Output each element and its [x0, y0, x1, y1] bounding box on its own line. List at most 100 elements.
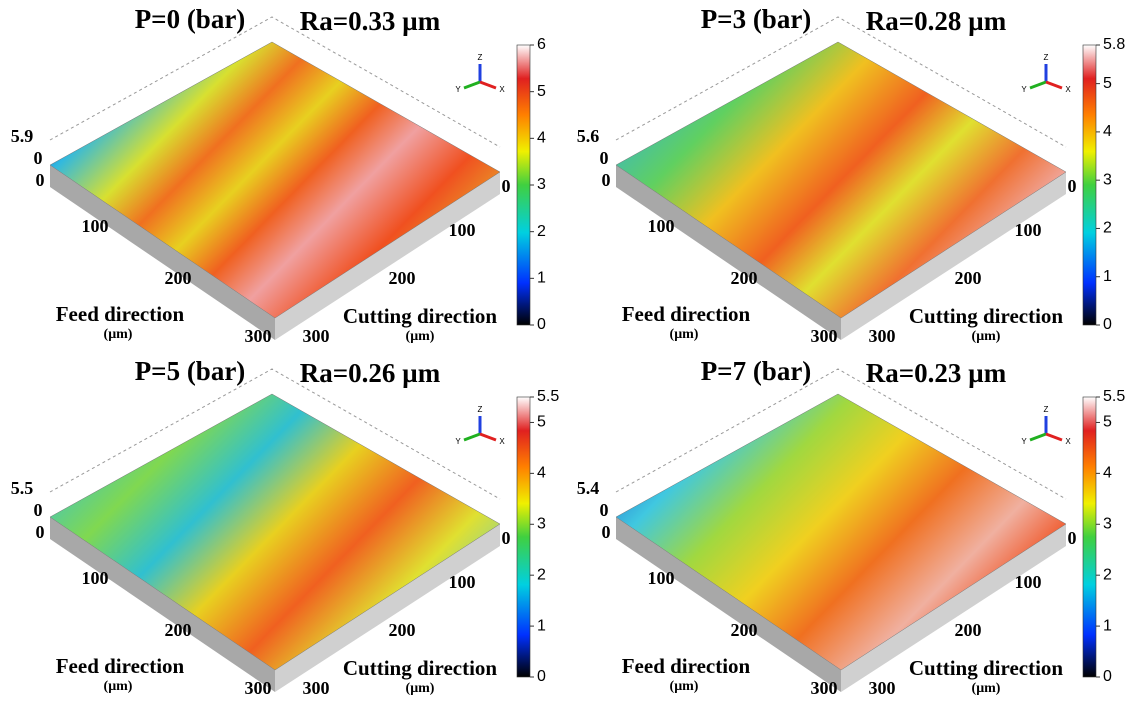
cutting-axis-unit: (μm): [406, 329, 435, 344]
cutting-tick-label: 200: [389, 620, 416, 640]
box-side-left: [616, 165, 841, 340]
icon-x: [479, 80, 497, 90]
cutting-tick-label: 100: [449, 220, 476, 240]
axes-icon-label: Z: [478, 405, 483, 414]
panel: P=7 (bar) Ra=0.23 µm5.4001002003000100200…: [577, 356, 1126, 698]
feed-tick-label: 300: [245, 326, 272, 346]
colorbar-tick-label: 2: [1103, 220, 1112, 237]
colorbar: [1082, 44, 1097, 326]
colorbar-tick-label: 4: [1103, 123, 1112, 140]
axes-icon-label: X: [1065, 85, 1071, 94]
icon-x: [1045, 432, 1063, 442]
cutting-axis-label: Cutting direction: [909, 304, 1064, 328]
feed-tick-label: 0: [602, 522, 611, 542]
cutting-tick-label: 0: [502, 528, 511, 548]
feed-axis-unit: (μm): [104, 679, 133, 694]
feed-axis-label: Feed direction: [622, 654, 751, 678]
feed-tick-label: 200: [731, 620, 758, 640]
feed-tick-label: 200: [731, 268, 758, 288]
box-side-left: [50, 165, 275, 340]
colorbar-tick-label: 1: [1103, 617, 1112, 634]
feed-axis-unit: (μm): [670, 679, 699, 694]
cutting-tick-label: 0: [1068, 528, 1077, 548]
colorbar-tick-label: 5: [1103, 75, 1112, 92]
roughness: Ra=0.23 µm: [866, 358, 1007, 388]
axes-icon-label: Z: [1044, 405, 1049, 414]
colorbar-tick-label: 5.5: [537, 388, 559, 405]
axes-icon-label: Y: [455, 437, 461, 446]
colorbar-tick-label: 4: [1103, 465, 1112, 482]
colorbar-tick-label: 5.8: [1103, 36, 1125, 53]
colorbar-tick-label: 5: [537, 83, 546, 100]
icon-x: [1045, 80, 1063, 90]
z-zero-label: 0: [34, 148, 43, 168]
colorbar-tick-label: 2: [537, 223, 546, 240]
feed-tick-label: 0: [36, 170, 45, 190]
feed-tick-label: 300: [811, 678, 838, 698]
feed-axis-label: Feed direction: [622, 302, 751, 326]
panel: P=0 (bar) Ra=0.33 µm5.9001002003000100200…: [11, 4, 546, 346]
colorbar-tick-label: 5.5: [1103, 388, 1125, 405]
z-zero-label: 0: [600, 500, 609, 520]
cutting-tick-label: 100: [1015, 220, 1042, 240]
feed-tick-label: 300: [245, 678, 272, 698]
colorbar-tick-label: 3: [537, 515, 546, 532]
z-max-label: 5.6: [577, 126, 600, 146]
colorbar-tick-label: 0: [537, 316, 546, 333]
colorbar-tick-label: 1: [537, 617, 546, 634]
feed-axis-label: Feed direction: [56, 654, 185, 678]
panel-title: P=7 (bar): [701, 356, 812, 386]
surface: [49, 393, 501, 671]
cutting-tick-label: 200: [389, 268, 416, 288]
cutting-tick-label: 200: [955, 268, 982, 288]
axes-icon-label: X: [499, 85, 505, 94]
back-wall: [49, 368, 501, 500]
surface: [615, 393, 1067, 671]
cutting-tick-label: 100: [449, 572, 476, 592]
icon-y: [463, 80, 481, 90]
axes-icon-label: X: [1065, 437, 1071, 446]
icon-y: [1029, 80, 1047, 90]
roughness: Ra=0.33 µm: [300, 6, 441, 36]
feed-tick-label: 300: [811, 326, 838, 346]
z-max-label: 5.5: [11, 478, 34, 498]
box-side-right: [841, 172, 1066, 340]
back-wall: [615, 16, 1067, 148]
colorbar-tick-label: 0: [537, 668, 546, 685]
cutting-axis-unit: (μm): [972, 329, 1001, 344]
feed-tick-label: 100: [82, 216, 109, 236]
box-side-right: [275, 524, 500, 692]
surface: [615, 41, 1067, 319]
colorbar-tick-label: 2: [1103, 566, 1112, 583]
axes-icon-label: Y: [1021, 437, 1027, 446]
roughness: Ra=0.28 µm: [866, 6, 1007, 36]
z-max-label: 5.9: [11, 126, 34, 146]
feed-tick-label: 100: [648, 216, 675, 236]
colorbar-tick-label: 6: [537, 36, 546, 53]
feed-tick-label: 0: [602, 170, 611, 190]
feed-tick-label: 100: [648, 568, 675, 588]
box-side-right: [841, 524, 1066, 692]
colorbar: [516, 44, 531, 326]
axes-icon-label: Z: [1044, 53, 1049, 62]
colorbar-tick-label: 3: [537, 176, 546, 193]
cutting-axis-unit: (μm): [972, 681, 1001, 696]
panel-title: P=0 (bar): [135, 4, 246, 34]
cutting-axis-unit: (μm): [406, 681, 435, 696]
cutting-tick-label: 100: [1015, 572, 1042, 592]
feed-tick-label: 200: [165, 620, 192, 640]
panel: P=5 (bar) Ra=0.26 µm5.5001002003000100200…: [11, 356, 560, 698]
cutting-tick-label: 300: [303, 326, 330, 346]
cutting-axis-label: Cutting direction: [909, 656, 1064, 680]
colorbar-tick-label: 4: [537, 130, 546, 147]
cutting-tick-label: 0: [502, 176, 511, 196]
colorbar-tick-label: 1: [1103, 268, 1112, 285]
box-side-left: [50, 517, 275, 692]
cutting-tick-label: 300: [869, 678, 896, 698]
axes-icon-label: X: [499, 437, 505, 446]
axes-icon-label: Y: [455, 85, 461, 94]
box-side-right: [275, 172, 500, 340]
cutting-tick-label: 0: [1068, 176, 1077, 196]
axes-icon-label: Z: [478, 53, 483, 62]
